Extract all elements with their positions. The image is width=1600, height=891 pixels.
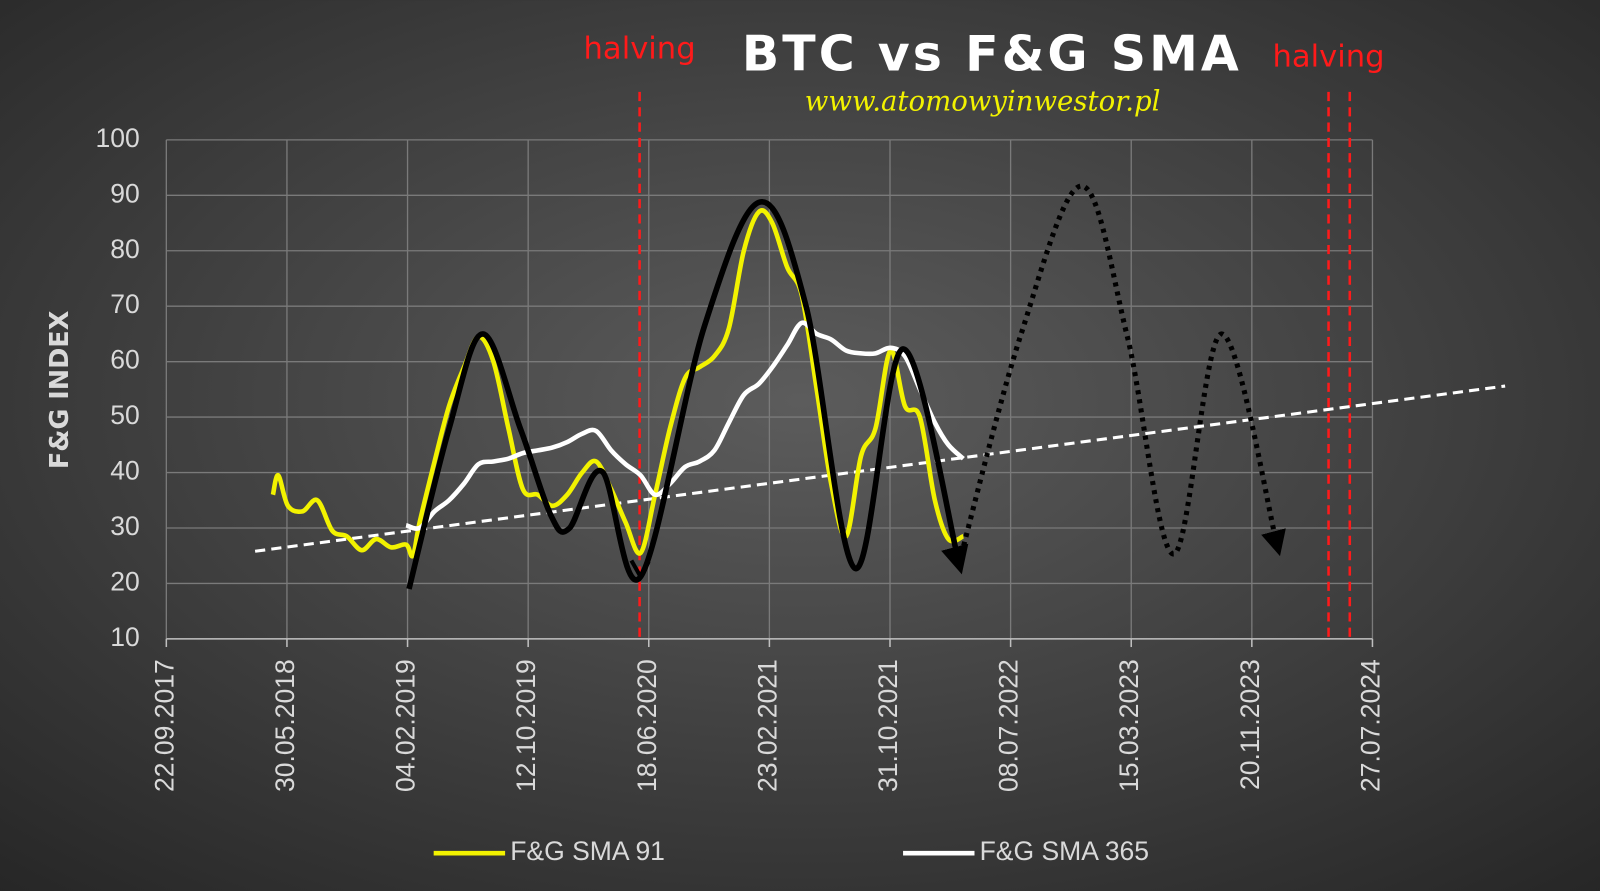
x-tick-label: 22.09.2017: [149, 659, 179, 792]
y-tick-label: 80: [110, 234, 140, 264]
series-line: [405, 320, 965, 531]
x-tick-label: 04.02.2019: [391, 659, 421, 792]
y-tick-label: 90: [110, 178, 140, 208]
y-tick-label: 60: [110, 345, 140, 375]
sketch-curve: [406, 199, 969, 590]
halving-label: halving: [584, 32, 696, 67]
x-tick-label: 27.07.2024: [1355, 659, 1385, 792]
x-tick-label: 30.05.2018: [270, 659, 300, 792]
x-tick-label: 18.06.2020: [632, 659, 662, 792]
x-tick-label: 12.10.2019: [511, 659, 541, 792]
x-tick-label: 08.07.2022: [994, 659, 1024, 792]
chart-title: BTC vs F&G SMA: [742, 26, 1242, 83]
legend-label: F&G SMA 91: [510, 836, 665, 866]
legend-label: F&G SMA 365: [980, 836, 1149, 866]
y-tick-label: 70: [110, 289, 140, 319]
chart-subtitle: www.atomowyinwestor.pl: [805, 86, 1161, 118]
y-tick-label: 40: [110, 456, 140, 486]
y-tick-label: 50: [110, 400, 140, 430]
sketch-curve: [956, 183, 1286, 565]
sketch-arrowhead: [629, 559, 651, 582]
x-tick-label: 31.10.2021: [873, 659, 903, 792]
y-tick-label: 100: [96, 123, 140, 153]
y-tick-label: 20: [110, 566, 140, 596]
y-axis-label: F&G INDEX: [45, 310, 75, 469]
y-tick-label: 30: [110, 511, 140, 541]
x-tick-label: 15.03.2023: [1114, 659, 1144, 792]
halving-label: halving: [1272, 40, 1384, 75]
x-tick-label: 20.11.2023: [1235, 659, 1265, 790]
y-tick-label: 10: [110, 622, 140, 652]
x-tick-label: 23.02.2021: [752, 659, 782, 792]
